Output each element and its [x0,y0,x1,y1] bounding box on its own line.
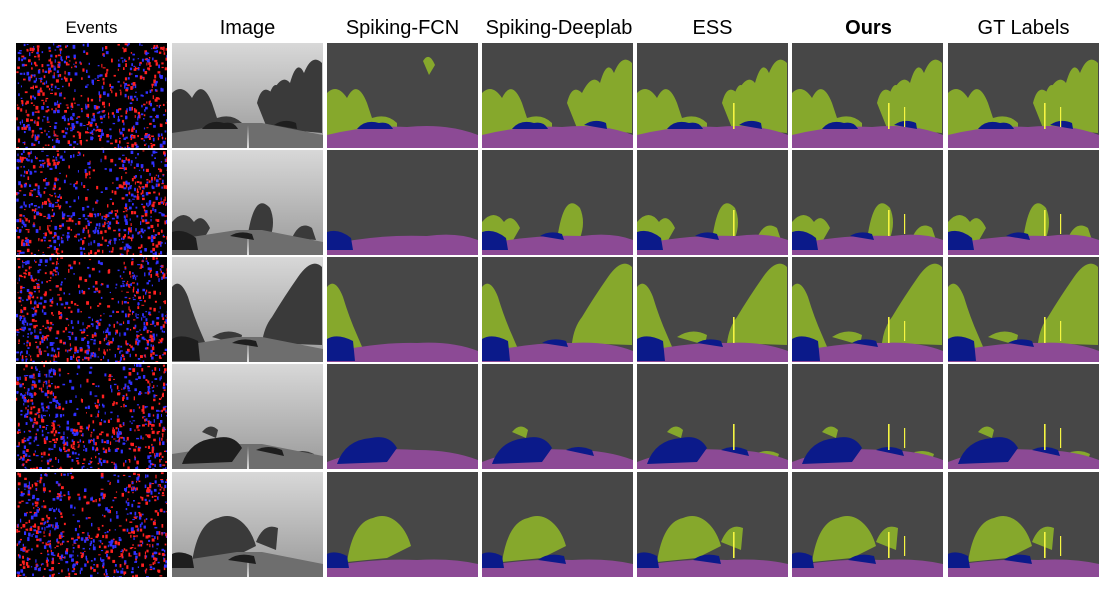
ours-panel-row-3 [792,257,943,362]
ours-image [792,472,943,577]
ess-image [637,257,788,362]
column-header-image: Image [219,17,276,39]
image-panel-row-5 [172,472,323,577]
column-header-ours: Ours [845,17,892,39]
events-image [16,472,167,577]
image-panel-row-3 [172,257,323,362]
spiking-fcn-panel-row-5 [327,472,478,577]
ours-image [792,364,943,469]
image-image [172,257,323,362]
events-panel-row-5 [16,472,167,577]
column-header-ess: ESS [692,17,733,39]
events-panel-row-2 [16,150,167,255]
ess-panel-row-5 [637,472,788,577]
gt-panel-row-5 [948,472,1099,577]
image-panel-row-4 [172,364,323,469]
spiking-fcn-image [327,150,478,255]
gt-panel-row-2 [948,150,1099,255]
gt-panel-row-4 [948,364,1099,469]
ess-image [637,150,788,255]
gt-image [948,150,1099,255]
ess-panel-row-2 [637,150,788,255]
ours-image [792,150,943,255]
spiking-deeplab-image [482,472,633,577]
spiking-deeplab-image [482,364,633,469]
image-panel-row-1 [172,43,323,148]
spiking-deeplab-panel-row-3 [482,257,633,362]
events-panel-row-3 [16,257,167,362]
column-header-spiking-fcn: Spiking-FCN [345,17,460,39]
ess-image [637,43,788,148]
spiking-fcn-panel-row-4 [327,364,478,469]
spiking-fcn-image [327,364,478,469]
image-image [172,43,323,148]
ours-panel-row-4 [792,364,943,469]
gt-image [948,257,1099,362]
ess-panel-row-3 [637,257,788,362]
spiking-deeplab-image [482,257,633,362]
ess-image [637,364,788,469]
ours-panel-row-5 [792,472,943,577]
events-image [16,43,167,148]
spiking-deeplab-panel-row-5 [482,472,633,577]
spiking-fcn-panel-row-3 [327,257,478,362]
column-header-spiking-deeplab: Spiking-Deeplab [485,17,633,39]
column-header-events: Events [65,18,118,37]
image-image [172,150,323,255]
spiking-fcn-panel-row-2 [327,150,478,255]
image-panel-row-2 [172,150,323,255]
column-header-gt-labels: GT Labels [977,17,1070,39]
gt-image [948,43,1099,148]
spiking-fcn-panel-row-1 [327,43,478,148]
image-image [172,472,323,577]
gt-image [948,472,1099,577]
gt-image [948,364,1099,469]
ess-panel-row-1 [637,43,788,148]
spiking-fcn-image [327,472,478,577]
ours-image [792,43,943,148]
spiking-deeplab-panel-row-2 [482,150,633,255]
spiking-fcn-image [327,43,478,148]
ess-image [637,472,788,577]
spiking-deeplab-image [482,43,633,148]
ours-image [792,257,943,362]
events-panel-row-1 [16,43,167,148]
spiking-deeplab-panel-row-4 [482,364,633,469]
ours-panel-row-1 [792,43,943,148]
gt-panel-row-1 [948,43,1099,148]
ours-panel-row-2 [792,150,943,255]
spiking-deeplab-image [482,150,633,255]
gt-panel-row-3 [948,257,1099,362]
spiking-fcn-image [327,257,478,362]
ess-panel-row-4 [637,364,788,469]
events-image [16,364,167,469]
image-image [172,364,323,469]
events-image [16,150,167,255]
events-image [16,257,167,362]
events-panel-row-4 [16,364,167,469]
spiking-deeplab-panel-row-1 [482,43,633,148]
